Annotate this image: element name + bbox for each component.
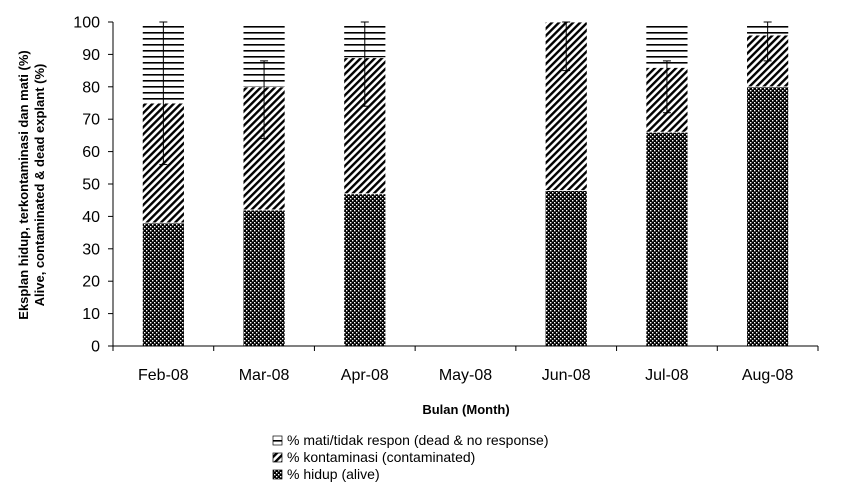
error-bars-layer	[159, 21, 772, 166]
y-tick-label: 20	[82, 274, 100, 291]
legend-swatch-alive	[272, 469, 283, 480]
y-tick-label: 40	[82, 209, 100, 226]
bar-segment-alive	[746, 86, 790, 347]
legend: % mati/tidak respon (dead & no response)…	[272, 432, 548, 482]
y-tick-label: 70	[82, 112, 100, 129]
x-axis-title: Bulan (Month)	[422, 402, 509, 417]
legend-label-dead: % mati/tidak respon (dead & no response)	[287, 432, 548, 448]
y-tick-label: 0	[91, 339, 100, 356]
x-tick-label: Aug-08	[742, 367, 794, 384]
y-tick-label: 80	[82, 79, 100, 96]
x-tick-label: Jul-08	[645, 367, 689, 384]
x-tick-label: Feb-08	[138, 367, 189, 384]
x-axis-ticks: Feb-08 Mar-08 Apr-08 May-08 Jun-08 Jul-08 Aug-…	[112, 346, 819, 384]
bar-segment-alive	[645, 131, 689, 347]
y-axis-title-line2: Alive, contaminated & dead explant (%)	[32, 64, 47, 307]
legend-swatch-dead	[272, 435, 283, 446]
x-tick-label: Jun-08	[542, 367, 591, 384]
y-tick-label: 50	[82, 177, 100, 194]
bar-segment-alive	[141, 222, 185, 347]
y-tick-label: 60	[82, 144, 100, 161]
legend-swatch-contaminated	[272, 452, 283, 463]
legend-label-alive: % hidup (alive)	[287, 466, 380, 482]
y-axis-title-line1: Eksplan hidup, terkontaminasi dan mati (…	[16, 50, 31, 319]
x-tick-label: Apr-08	[341, 367, 389, 384]
x-tick-label: May-08	[439, 367, 492, 384]
bar-segment-alive	[242, 209, 286, 347]
bar-segment-alive	[544, 190, 588, 347]
y-axis-ticks: 0 10 20 30 40 50 60 70 80 90 100	[73, 15, 113, 356]
y-tick-label: 10	[82, 306, 100, 323]
y-axis-title: Eksplan hidup, terkontaminasi dan mati (…	[16, 50, 47, 319]
bars-layer	[141, 21, 790, 347]
bar-segment-alive	[343, 193, 387, 347]
y-tick-label: 100	[73, 15, 100, 32]
y-tick-label: 90	[82, 47, 100, 64]
legend-label-contaminated: % kontaminasi (contaminated)	[287, 449, 475, 465]
x-tick-label: Mar-08	[239, 367, 290, 384]
y-tick-label: 30	[82, 241, 100, 258]
